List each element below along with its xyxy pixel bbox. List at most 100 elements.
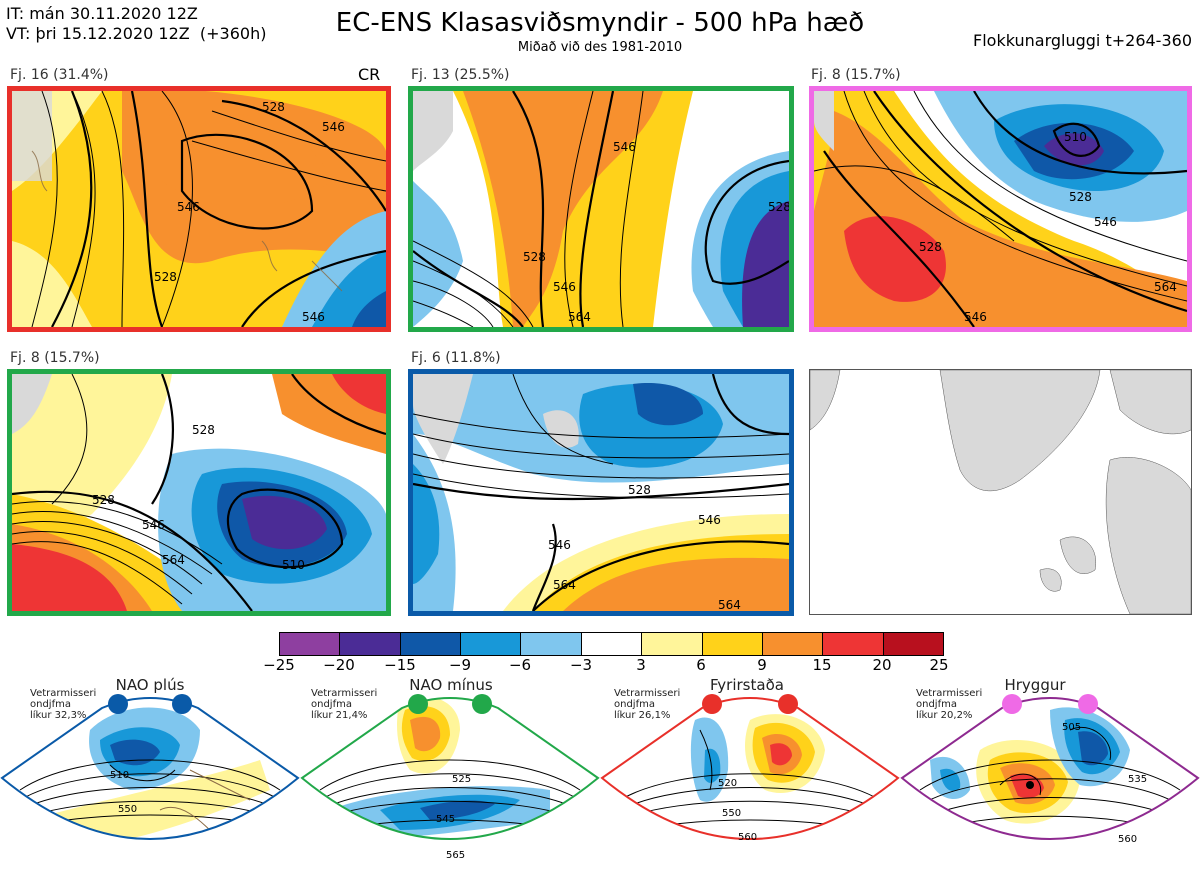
- regime-title-blocking: Fyrirstaða: [710, 676, 784, 694]
- contour-label: 564: [1154, 280, 1177, 294]
- contour-label: 546: [613, 140, 636, 154]
- colorbar-swatch: [581, 633, 643, 655]
- contour-label: 528: [92, 493, 115, 507]
- contour-label: 546: [142, 518, 165, 532]
- regime-frequency-line: Vetrarmisseri: [614, 688, 681, 699]
- panel-label-4: Fj. 8 (15.7%): [10, 350, 100, 366]
- panel-label-2: Fj. 13 (25.5%): [411, 67, 510, 83]
- panel-label-3: Fj. 8 (15.7%): [811, 67, 901, 83]
- colorbar-swatch: [883, 633, 943, 655]
- contour-label: 550: [118, 804, 137, 815]
- header-times: IT: mán 30.11.2020 12Z VT: þri 15.12.202…: [6, 4, 266, 44]
- colorbar-tick: 3: [636, 656, 646, 674]
- colorbar-swatch: [702, 633, 763, 655]
- regime-frequency-line: Vetrarmisseri: [311, 688, 378, 699]
- regime-frequency-line: ondjfma: [30, 699, 71, 710]
- contour-label: 528: [523, 250, 546, 264]
- regime-frequency: Vetrarmisseri ondjfma líkur 21,4%: [311, 688, 377, 721]
- contour-label: 510: [1064, 130, 1087, 144]
- regime-title-ridge: Hryggur: [1004, 676, 1066, 694]
- regime-frequency-line: ondjfma: [614, 699, 655, 710]
- contour-label: 528: [192, 423, 215, 437]
- contour-label: 510: [110, 770, 129, 781]
- regime-frequency-line: ondjfma: [311, 699, 352, 710]
- contour-label: 510: [282, 558, 305, 572]
- contour-label: 564: [553, 578, 576, 592]
- colorbar-tick: −20: [323, 656, 355, 674]
- cluster-map-2: 528 546 546 564 528: [408, 86, 794, 332]
- contour-label: 550: [722, 808, 741, 819]
- panel-label-5: Fj. 6 (11.8%): [411, 350, 501, 366]
- colorbar-tick: −6: [508, 656, 532, 674]
- contour-label: 546: [177, 200, 200, 214]
- valid-time: VT: þri 15.12.2020 12Z (+360h): [6, 24, 267, 43]
- regime-frequency: Vetrarmisseri ondjfma líkur 26,1%: [614, 688, 680, 721]
- colorbar-swatch: [461, 633, 522, 655]
- colorbar-swatch: [762, 633, 824, 655]
- contour-label: 546: [553, 280, 576, 294]
- regime-title-nao-plus: NAO plús: [115, 676, 185, 694]
- colorbar-tick: 20: [872, 656, 892, 674]
- regime-map-nao-plus: 510 550: [0, 694, 300, 840]
- cluster-map-3: 510 528 546 528 546 564: [809, 86, 1192, 332]
- contour-label: 560: [1118, 834, 1137, 845]
- classification-window: Flokkunargluggi t+264-360: [973, 31, 1192, 50]
- contour-label: 546: [322, 120, 345, 134]
- panel-tag-cr: CR: [358, 65, 381, 84]
- cluster-map-5: 528 546 546 564 564: [408, 369, 794, 616]
- contour-label: 564: [162, 553, 185, 567]
- colorbar-ticks: −25 −20 −15 −9 −6 −3 3 6 9 15 20 25: [263, 656, 948, 676]
- contour-label: 528: [154, 270, 177, 284]
- colorbar-tick: −25: [263, 656, 295, 674]
- cluster-map-1: 546 528 528 546 546: [7, 86, 391, 332]
- colorbar-tick: −9: [448, 656, 472, 674]
- contour-label: 528: [1069, 190, 1092, 204]
- contour-label: 560: [738, 832, 757, 843]
- panel-label-1: Fj. 16 (31.4%): [10, 67, 109, 83]
- contour-label: 564: [718, 598, 741, 611]
- colorbar-tick: −15: [384, 656, 416, 674]
- contour-label: 546: [698, 513, 721, 527]
- cluster-map-4: 510 546 564 528 528: [7, 369, 391, 616]
- empty-map: [809, 369, 1192, 615]
- colorbar-swatch: [280, 633, 341, 655]
- contour-label: 528: [628, 483, 651, 497]
- page-title: EC-ENS Klasasviðsmyndir - 500 hPa hæð: [335, 8, 865, 38]
- contour-label: 528: [919, 240, 942, 254]
- regime-frequency: Vetrarmisseri ondjfma líkur 32,3%: [30, 688, 96, 721]
- colorbar-tick: 6: [696, 656, 706, 674]
- colorbar-swatch: [340, 633, 401, 655]
- contour-label: 528: [768, 200, 789, 214]
- contour-label: 535: [1128, 774, 1147, 785]
- colorbar-tick: 15: [812, 656, 832, 674]
- contour-label: 528: [262, 100, 285, 114]
- colorbar-tick: 25: [929, 656, 949, 674]
- regime-map-blocking: 520 550 560: [600, 694, 900, 843]
- regime-title-nao-minus: NAO mínus: [409, 676, 493, 694]
- regime-frequency: Vetrarmisseri ondjfma líkur 20,2%: [916, 688, 982, 721]
- regime-frequency-line: ondjfma: [916, 699, 957, 710]
- contour-label: 546: [548, 538, 571, 552]
- contour-label: 564: [568, 310, 591, 324]
- regime-map-nao-minus: 525 545 565: [300, 694, 600, 861]
- colorbar-swatch: [823, 633, 884, 655]
- regime-frequency-line: líkur 26,1%: [614, 710, 671, 721]
- regime-frequency-line: líkur 21,4%: [311, 710, 368, 721]
- colorbar: [279, 632, 944, 656]
- contour-label: 565: [446, 850, 465, 861]
- colorbar-tick: 9: [757, 656, 767, 674]
- colorbar-swatch: [521, 633, 582, 655]
- contour-label: 505: [1062, 722, 1081, 733]
- regime-frequency-line: Vetrarmisseri: [30, 688, 97, 699]
- regime-frequency-line: líkur 32,3%: [30, 710, 87, 721]
- colorbar-swatch: [400, 633, 462, 655]
- regime-frequency-line: líkur 20,2%: [916, 710, 973, 721]
- contour-label: 520: [718, 778, 737, 789]
- contour-label: 525: [452, 774, 471, 785]
- regime-frequency-line: Vetrarmisseri: [916, 688, 983, 699]
- contour-label: 546: [302, 310, 325, 324]
- contour-label: 545: [436, 814, 455, 825]
- colorbar-swatch: [642, 633, 703, 655]
- initial-time: IT: mán 30.11.2020 12Z: [6, 4, 198, 23]
- contour-label: 546: [964, 310, 987, 324]
